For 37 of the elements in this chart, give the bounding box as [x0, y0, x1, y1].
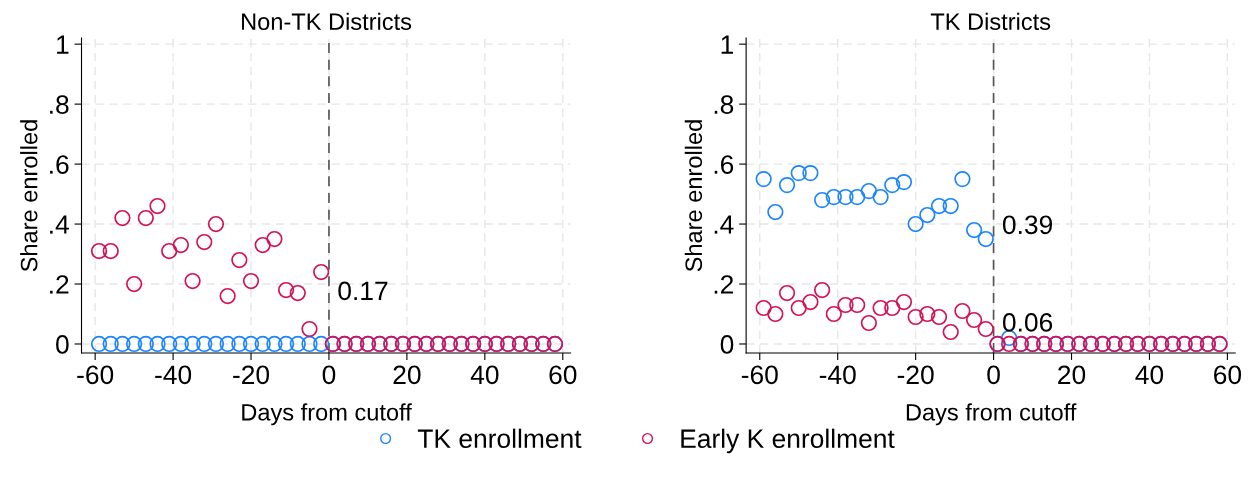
y-tick-label: .2 [50, 275, 69, 294]
x-tick-label: 0 [987, 365, 1000, 385]
x-tick-label: 0 [322, 365, 336, 385]
y-tick-label: 0 [56, 335, 69, 354]
x-tick-label: -40 [155, 365, 192, 385]
y-tick-label: .2 [714, 275, 733, 294]
y-tick-label: .6 [714, 155, 734, 174]
x-tick-label: 20 [1058, 365, 1086, 385]
y-axis-title: Share enrolled [20, 120, 38, 272]
chart-title: Non-TK Districts [242, 12, 412, 31]
x-tick-label: 40 [470, 365, 499, 385]
x-tick-label: -60 [77, 365, 114, 385]
y-tick-label: 0 [720, 335, 734, 354]
chart-title: TK Districts [930, 12, 1051, 31]
y-tick-label: 1 [721, 35, 734, 54]
x-tick-label: -20 [897, 365, 934, 385]
x-tick-label: 60 [549, 365, 577, 385]
x-tick-label: 40 [1135, 365, 1164, 385]
y-axis-title: Share enrolled [684, 120, 703, 272]
y-tick-label: .8 [50, 95, 69, 114]
y-tick-label: .8 [714, 95, 734, 114]
y-tick-label: 1 [57, 35, 69, 54]
x-tick-label: -40 [819, 365, 856, 385]
annotation: 0.06 [1002, 313, 1053, 332]
y-tick-label: .4 [714, 215, 734, 234]
x-tick-label: -60 [741, 365, 778, 385]
annotation: 0.39 [1002, 215, 1053, 235]
legend-label: Early K enrollment [681, 428, 895, 454]
x-tick-label: 20 [393, 365, 421, 385]
x-tick-label: 60 [1214, 365, 1242, 385]
legend-label: TK enrollment [417, 428, 582, 449]
x-axis-title: Days from cutoff [906, 403, 1077, 426]
x-axis-title: Days from cutoff [242, 403, 412, 426]
y-tick-label: .4 [50, 215, 69, 234]
annotation: 0.17 [338, 281, 388, 301]
y-tick-label: .6 [50, 155, 69, 174]
x-tick-label: -20 [233, 365, 270, 385]
